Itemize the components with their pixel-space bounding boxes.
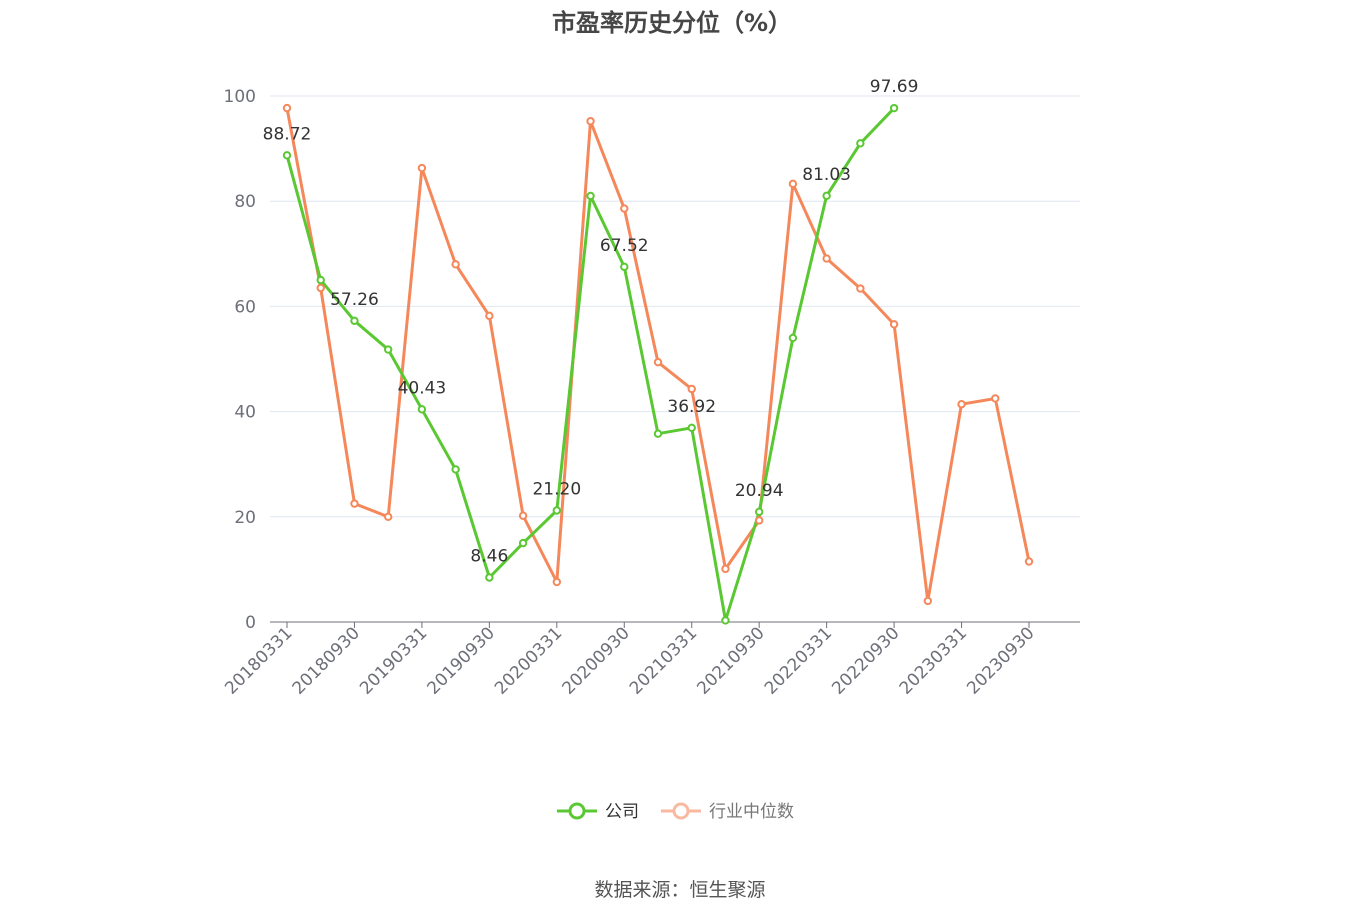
legend-item-industry-median[interactable]: 行业中位数 bbox=[661, 802, 794, 822]
series-0-point bbox=[721, 616, 730, 625]
data-label: 97.69 bbox=[870, 77, 919, 97]
data-label: 88.72 bbox=[263, 124, 312, 144]
x-tick-label: 20210331 bbox=[626, 623, 701, 698]
series-line-1 bbox=[285, 107, 1031, 603]
series-0-point bbox=[451, 465, 460, 474]
series-1-point bbox=[991, 394, 1000, 403]
x-tick-label: 20210930 bbox=[693, 623, 768, 698]
series-0-point bbox=[788, 333, 798, 343]
series-0-point bbox=[856, 139, 865, 148]
series-1-point bbox=[889, 320, 899, 329]
series-1-point bbox=[856, 284, 865, 293]
series-1-point bbox=[552, 577, 562, 587]
legend-item-company[interactable]: 公司 bbox=[557, 802, 639, 822]
legend-company-label: 公司 bbox=[605, 802, 639, 822]
x-tick-label: 20180331 bbox=[221, 623, 296, 698]
data-label: 81.03 bbox=[802, 165, 851, 185]
series-1-point bbox=[687, 384, 696, 394]
series-1-point bbox=[485, 311, 494, 321]
series-1-point bbox=[957, 400, 966, 409]
series-1-point bbox=[417, 163, 427, 173]
x-tick-label: 20220930 bbox=[828, 623, 903, 698]
source-note: 数据来源：恒生聚源 bbox=[594, 879, 765, 901]
data-label: 40.43 bbox=[398, 378, 447, 398]
series-1-point bbox=[282, 103, 292, 113]
data-label: 67.52 bbox=[600, 236, 649, 256]
series-1-point bbox=[316, 283, 325, 293]
y-tick-label: 20 bbox=[234, 508, 256, 528]
series-1-point bbox=[451, 260, 460, 269]
series-1-point bbox=[788, 179, 798, 189]
series-1-point bbox=[822, 254, 831, 263]
x-tick-label: 20230930 bbox=[963, 623, 1038, 698]
series-0-point bbox=[552, 506, 562, 515]
data-label: 20.94 bbox=[735, 481, 784, 501]
series-1-point bbox=[754, 516, 764, 525]
y-tick-label: 80 bbox=[234, 192, 256, 212]
x-tick-label: 20200930 bbox=[558, 623, 633, 698]
x-tick-label: 20200331 bbox=[491, 623, 566, 698]
data-labels: 88.72 57.26 40.43 8.46 21.20 67.52 36.92 20.94 8… bbox=[263, 77, 919, 566]
series-1-point bbox=[518, 511, 528, 520]
series-points bbox=[282, 103, 1034, 625]
series-0-point bbox=[383, 345, 393, 354]
series-1-point bbox=[350, 499, 359, 508]
y-tick-label: 0 bbox=[245, 613, 256, 633]
series-0-point bbox=[687, 423, 696, 433]
series-1-point bbox=[620, 204, 629, 213]
series-0-point bbox=[282, 151, 292, 160]
series-line-0 bbox=[285, 107, 896, 622]
legend: 公司 行业中位数 bbox=[557, 802, 794, 822]
legend-company-marker bbox=[568, 802, 586, 820]
series-1-point bbox=[721, 564, 730, 574]
x-tick-label: 20190331 bbox=[356, 623, 431, 698]
series-0-point bbox=[653, 429, 663, 438]
series-0-point bbox=[350, 316, 359, 326]
series-1-point bbox=[586, 117, 595, 126]
chart-title: 市盈率历史分位（%） bbox=[552, 9, 792, 37]
series-1-point bbox=[923, 596, 933, 606]
series-0-point bbox=[822, 191, 831, 200]
legend-industry-marker bbox=[672, 802, 690, 820]
data-label: 21.20 bbox=[532, 479, 581, 499]
series-1-point bbox=[383, 512, 393, 521]
series-0-point bbox=[586, 191, 595, 201]
y-tick-label: 60 bbox=[234, 297, 256, 317]
data-label: 36.92 bbox=[667, 397, 716, 417]
legend-industry-label: 行业中位数 bbox=[709, 802, 794, 822]
series-1-point bbox=[653, 357, 663, 367]
x-tick-label: 20220331 bbox=[761, 623, 836, 698]
series-0-point bbox=[417, 405, 427, 414]
series-1-point bbox=[1024, 557, 1034, 566]
series-0-point bbox=[889, 103, 899, 113]
series-0-point bbox=[518, 538, 528, 548]
series-0-point bbox=[316, 275, 325, 285]
x-tick-label: 20180930 bbox=[289, 623, 364, 698]
data-label: 8.46 bbox=[470, 547, 508, 567]
series-0-point bbox=[485, 573, 494, 582]
x-tick-label: 20190930 bbox=[424, 623, 499, 698]
grid bbox=[270, 95, 1080, 518]
y-tick-label: 100 bbox=[224, 87, 256, 107]
data-label: 57.26 bbox=[330, 290, 379, 310]
series-0-point bbox=[620, 262, 629, 272]
y-tick-label: 40 bbox=[234, 403, 256, 423]
series-0-point bbox=[754, 507, 764, 517]
x-tick-label: 20230331 bbox=[896, 623, 971, 698]
